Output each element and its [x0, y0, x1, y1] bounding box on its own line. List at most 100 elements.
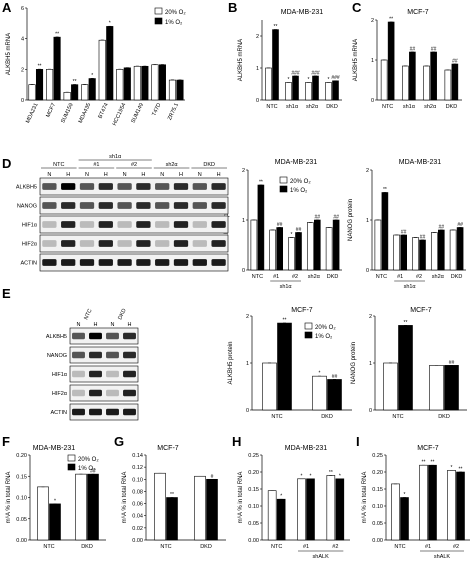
x-tick-label: #1: [273, 274, 279, 280]
blot-band: [136, 240, 151, 247]
bar-hypoxia: [106, 26, 114, 101]
x-tick-label: DKD: [326, 104, 338, 110]
blot-band: [155, 221, 170, 228]
significance-label: **: [274, 24, 278, 30]
blot-row-label: ALKBH5: [46, 334, 67, 340]
significance-label: ##: [90, 469, 96, 475]
bar-normoxia: [429, 365, 444, 411]
bar-hypoxia: [456, 227, 464, 271]
panel-letter-c: C: [352, 0, 362, 15]
blot-band: [79, 221, 95, 228]
significance-label: ##: [410, 46, 416, 52]
y-tick-label: 0.05: [248, 521, 259, 527]
bar-hypoxia: [87, 473, 99, 541]
x-tick-label: MCF7: [45, 102, 57, 118]
group-label: shALK: [434, 554, 451, 560]
y-tick-label: 0: [242, 268, 245, 274]
blot-band: [211, 240, 226, 247]
x-tick-label: #2: [453, 544, 459, 550]
blot-membrane: [69, 346, 139, 364]
blot-band: [211, 183, 226, 190]
blot-group-label: sh2α: [166, 162, 179, 168]
chart-h: MDA-MB-231 0.00 0.05 0.10 0.15 0.20 0.25 m⁶A % …: [237, 445, 350, 560]
blot-band: [117, 240, 132, 247]
blot-row-label: HIF1α: [52, 372, 68, 378]
panel-letter-d: D: [2, 156, 11, 171]
blot-band: [211, 202, 226, 209]
blot-band: [192, 183, 207, 190]
significance-label: *: [291, 232, 293, 238]
chart-title: MDA-MB-231: [285, 445, 328, 452]
y-tick-label: 1: [242, 218, 245, 224]
bar-normoxia: [447, 469, 456, 541]
y-tick-label: 0.00: [132, 538, 143, 544]
blot-band: [192, 240, 207, 247]
bar-hypoxia: [277, 322, 292, 411]
bar-hypoxia: [409, 51, 416, 101]
bar-hypoxia: [332, 219, 340, 271]
blot-lane-label: H: [217, 172, 221, 178]
blot-band: [61, 221, 76, 228]
y-tick-label: 2: [369, 314, 372, 320]
blot-band: [42, 202, 57, 209]
significance-label: *: [308, 77, 310, 83]
significance-label: ##: [431, 46, 437, 52]
x-tick-label: DKD: [438, 414, 450, 420]
significance-label: **: [404, 320, 408, 326]
panel-letter-h: H: [232, 434, 241, 449]
bar-normoxia: [306, 222, 314, 271]
x-tick-label: HCC1954: [112, 102, 128, 126]
blot-lane-label: H: [128, 322, 132, 328]
blot-band: [79, 202, 95, 209]
x-tick-label: sh2α: [424, 104, 437, 110]
bar-hypoxia: [444, 365, 459, 411]
chart-title: MCF-7: [291, 307, 312, 314]
blot-band: [173, 240, 189, 247]
legend-swatch-normoxia: [279, 176, 288, 184]
bar-normoxia: [285, 82, 292, 101]
legend-label-hypoxia: 1% O₂: [290, 188, 308, 194]
blot-band: [192, 202, 207, 209]
bar-hypoxia: [419, 239, 426, 271]
bar-hypoxia: [272, 29, 279, 101]
y-tick-label: 0: [369, 408, 372, 414]
legend-panel-e: 20% O₂ 1% O₂: [304, 322, 336, 340]
blot-band: [123, 389, 136, 397]
bar-normoxia: [288, 237, 295, 271]
bar-hypoxia: [313, 219, 321, 271]
legend-label-normoxia: 20% O₂: [165, 10, 186, 16]
x-tick-label: NTC: [392, 414, 403, 420]
significance-label: *: [310, 473, 312, 479]
legend-panel-d: 20% O₂ 1% O₂: [279, 176, 311, 194]
blot-membrane: [69, 365, 139, 383]
bar-normoxia: [305, 82, 312, 101]
legend-label-hypoxia: 1% O₂: [315, 334, 333, 340]
bar-normoxia: [430, 232, 438, 271]
western-blots-layer: NTC #1 #2 sh2α DKD sh1α N H N H N H N H N H ALKBH5 NANOG H…: [16, 154, 229, 421]
y-tick-label: 0.10: [248, 504, 259, 510]
blot-band: [192, 259, 207, 266]
chart-e2: MCF-7 0 1 2 NANOG protein ** NTC ## DKD: [351, 307, 467, 420]
legend-panel-a: 20% O₂ 1% O₂: [154, 7, 186, 26]
legend-label-normoxia: 20% O₂: [315, 325, 336, 331]
blot-row-label: HIF1α: [22, 223, 38, 229]
x-tick-label: ZR75.1: [167, 102, 180, 121]
legend-label-hypoxia: 1% O₂: [78, 466, 96, 472]
significance-label: **: [55, 31, 59, 37]
bar-hypoxia: [71, 84, 79, 101]
y-tick-label: 1: [371, 58, 374, 64]
y-tick-label: 0.15: [16, 474, 27, 480]
blot-membrane: [39, 253, 229, 272]
y-tick-label: 2: [21, 67, 24, 73]
bar-hypoxia: [295, 232, 302, 271]
y-tick-label: 1: [366, 218, 369, 224]
y-tick-label: 0.10: [372, 504, 383, 510]
bar-hypoxia: [400, 234, 408, 271]
significance-label: ##: [439, 224, 445, 230]
blot-band: [61, 202, 76, 209]
blot-band: [89, 389, 102, 397]
bar-normoxia: [269, 229, 277, 271]
blot-band: [72, 351, 85, 359]
y-tick-label: 0.12: [132, 465, 143, 471]
